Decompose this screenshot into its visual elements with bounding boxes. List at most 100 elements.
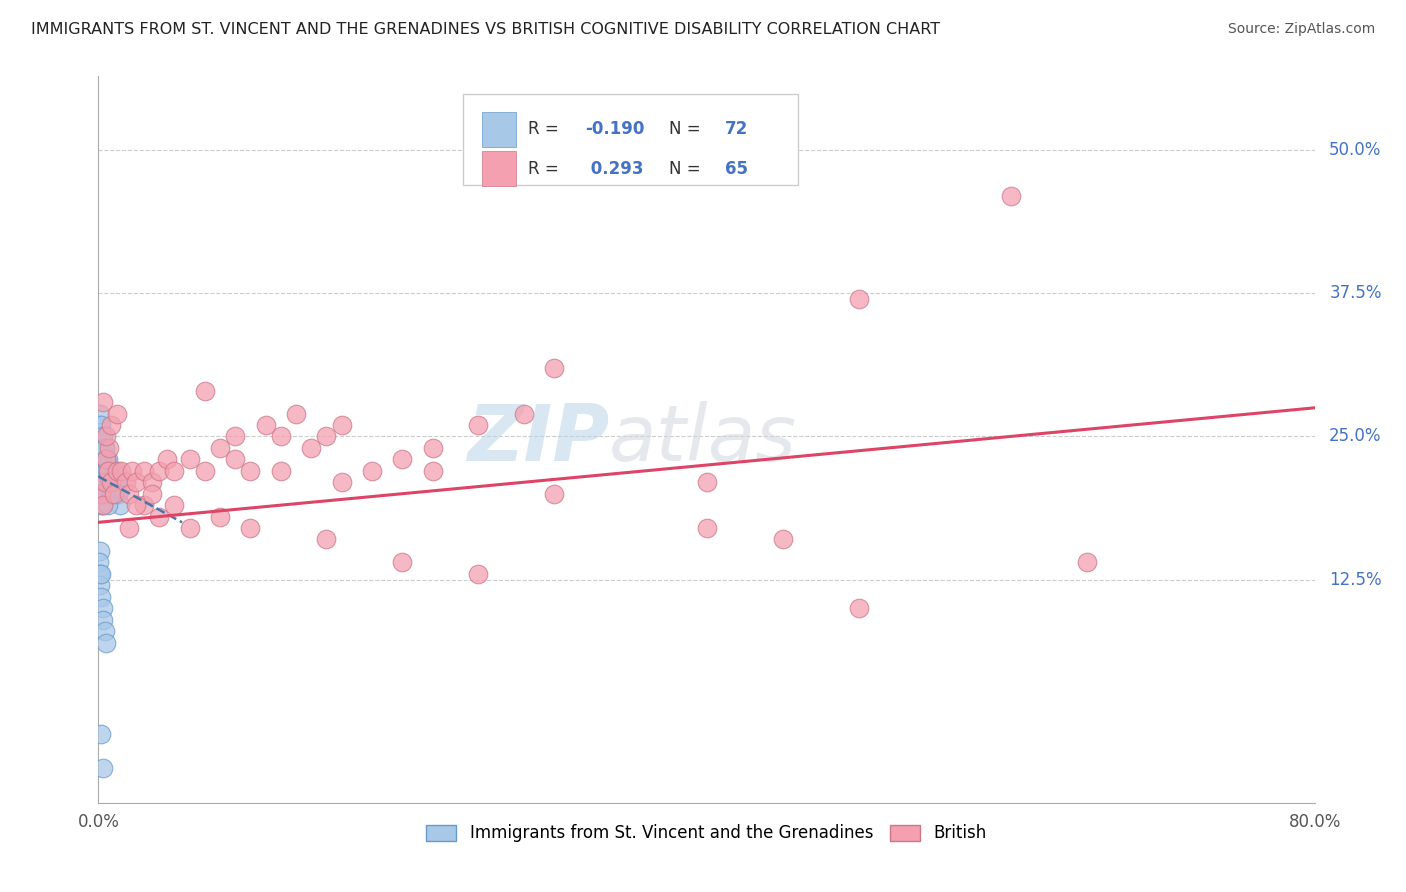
Point bbox=[90, 429, 112, 443]
Point bbox=[96, 498, 118, 512]
Point bbox=[467, 566, 489, 581]
Point bbox=[94, 475, 117, 490]
Point bbox=[543, 486, 565, 500]
Text: Source: ZipAtlas.com: Source: ZipAtlas.com bbox=[1227, 22, 1375, 37]
Point bbox=[105, 486, 128, 500]
Point bbox=[93, 624, 115, 638]
Point bbox=[98, 486, 121, 500]
Point bbox=[132, 464, 155, 478]
Point bbox=[96, 464, 118, 478]
Point bbox=[299, 441, 322, 455]
Text: ZIP: ZIP bbox=[467, 401, 609, 477]
Point bbox=[93, 464, 115, 478]
FancyBboxPatch shape bbox=[481, 112, 516, 147]
Point bbox=[89, 486, 111, 500]
Text: R =: R = bbox=[527, 120, 564, 138]
Point bbox=[121, 464, 143, 478]
Point bbox=[285, 407, 308, 421]
Point bbox=[254, 417, 277, 432]
Point bbox=[90, 727, 112, 741]
Point bbox=[179, 452, 201, 467]
Text: atlas: atlas bbox=[609, 401, 797, 477]
Point bbox=[103, 475, 125, 490]
Point bbox=[330, 475, 353, 490]
FancyBboxPatch shape bbox=[481, 152, 516, 186]
Point bbox=[96, 464, 118, 478]
Point bbox=[100, 464, 122, 478]
Point bbox=[194, 464, 217, 478]
Point bbox=[90, 566, 112, 581]
Point bbox=[125, 498, 148, 512]
Point bbox=[209, 441, 232, 455]
Point bbox=[422, 441, 444, 455]
Point bbox=[1000, 189, 1022, 203]
Point bbox=[94, 464, 117, 478]
Point bbox=[772, 533, 794, 547]
Point bbox=[209, 509, 232, 524]
Point bbox=[96, 452, 118, 467]
Point bbox=[270, 429, 292, 443]
Point bbox=[89, 464, 111, 478]
Point bbox=[239, 464, 262, 478]
Point bbox=[91, 475, 114, 490]
Point bbox=[141, 486, 163, 500]
Point bbox=[114, 475, 136, 490]
Point bbox=[108, 498, 131, 512]
Point bbox=[93, 441, 115, 455]
Point bbox=[156, 452, 179, 467]
Point bbox=[125, 475, 148, 490]
Point bbox=[315, 533, 337, 547]
Point bbox=[105, 475, 128, 490]
Point bbox=[101, 475, 124, 490]
Point bbox=[93, 475, 115, 490]
Point bbox=[148, 464, 170, 478]
Text: 12.5%: 12.5% bbox=[1329, 571, 1382, 589]
Point bbox=[90, 429, 112, 443]
Point bbox=[848, 601, 870, 615]
Point bbox=[98, 464, 121, 478]
Point bbox=[89, 498, 111, 512]
Point bbox=[96, 464, 118, 478]
Point bbox=[103, 464, 125, 478]
Point bbox=[93, 475, 115, 490]
Text: 25.0%: 25.0% bbox=[1329, 427, 1382, 445]
Point bbox=[361, 464, 384, 478]
Point bbox=[1076, 555, 1098, 569]
Point bbox=[89, 544, 111, 558]
Text: 0.293: 0.293 bbox=[585, 160, 644, 178]
Point bbox=[239, 521, 262, 535]
Point bbox=[89, 441, 111, 455]
Point bbox=[94, 635, 117, 649]
Point bbox=[100, 486, 122, 500]
Text: 50.0%: 50.0% bbox=[1329, 141, 1382, 160]
Point bbox=[90, 441, 112, 455]
Point bbox=[89, 578, 111, 592]
Point bbox=[90, 417, 112, 432]
Text: N =: N = bbox=[669, 120, 706, 138]
Point bbox=[100, 475, 122, 490]
Text: N =: N = bbox=[669, 160, 706, 178]
Point bbox=[93, 486, 115, 500]
Text: -0.190: -0.190 bbox=[585, 120, 644, 138]
Point bbox=[89, 417, 111, 432]
Point bbox=[93, 475, 115, 490]
Point bbox=[94, 452, 117, 467]
Point bbox=[91, 452, 114, 467]
Point bbox=[391, 452, 413, 467]
Point bbox=[91, 498, 114, 512]
Point bbox=[422, 464, 444, 478]
Point bbox=[91, 486, 114, 500]
Point bbox=[330, 417, 353, 432]
Point bbox=[90, 486, 112, 500]
Point bbox=[91, 498, 114, 512]
FancyBboxPatch shape bbox=[464, 94, 797, 185]
Point bbox=[98, 475, 121, 490]
Text: R =: R = bbox=[527, 160, 564, 178]
Point bbox=[93, 452, 115, 467]
Point bbox=[94, 486, 117, 500]
Point bbox=[270, 464, 292, 478]
Point bbox=[224, 452, 246, 467]
Point bbox=[118, 486, 141, 500]
Point bbox=[118, 521, 141, 535]
Text: 65: 65 bbox=[724, 160, 748, 178]
